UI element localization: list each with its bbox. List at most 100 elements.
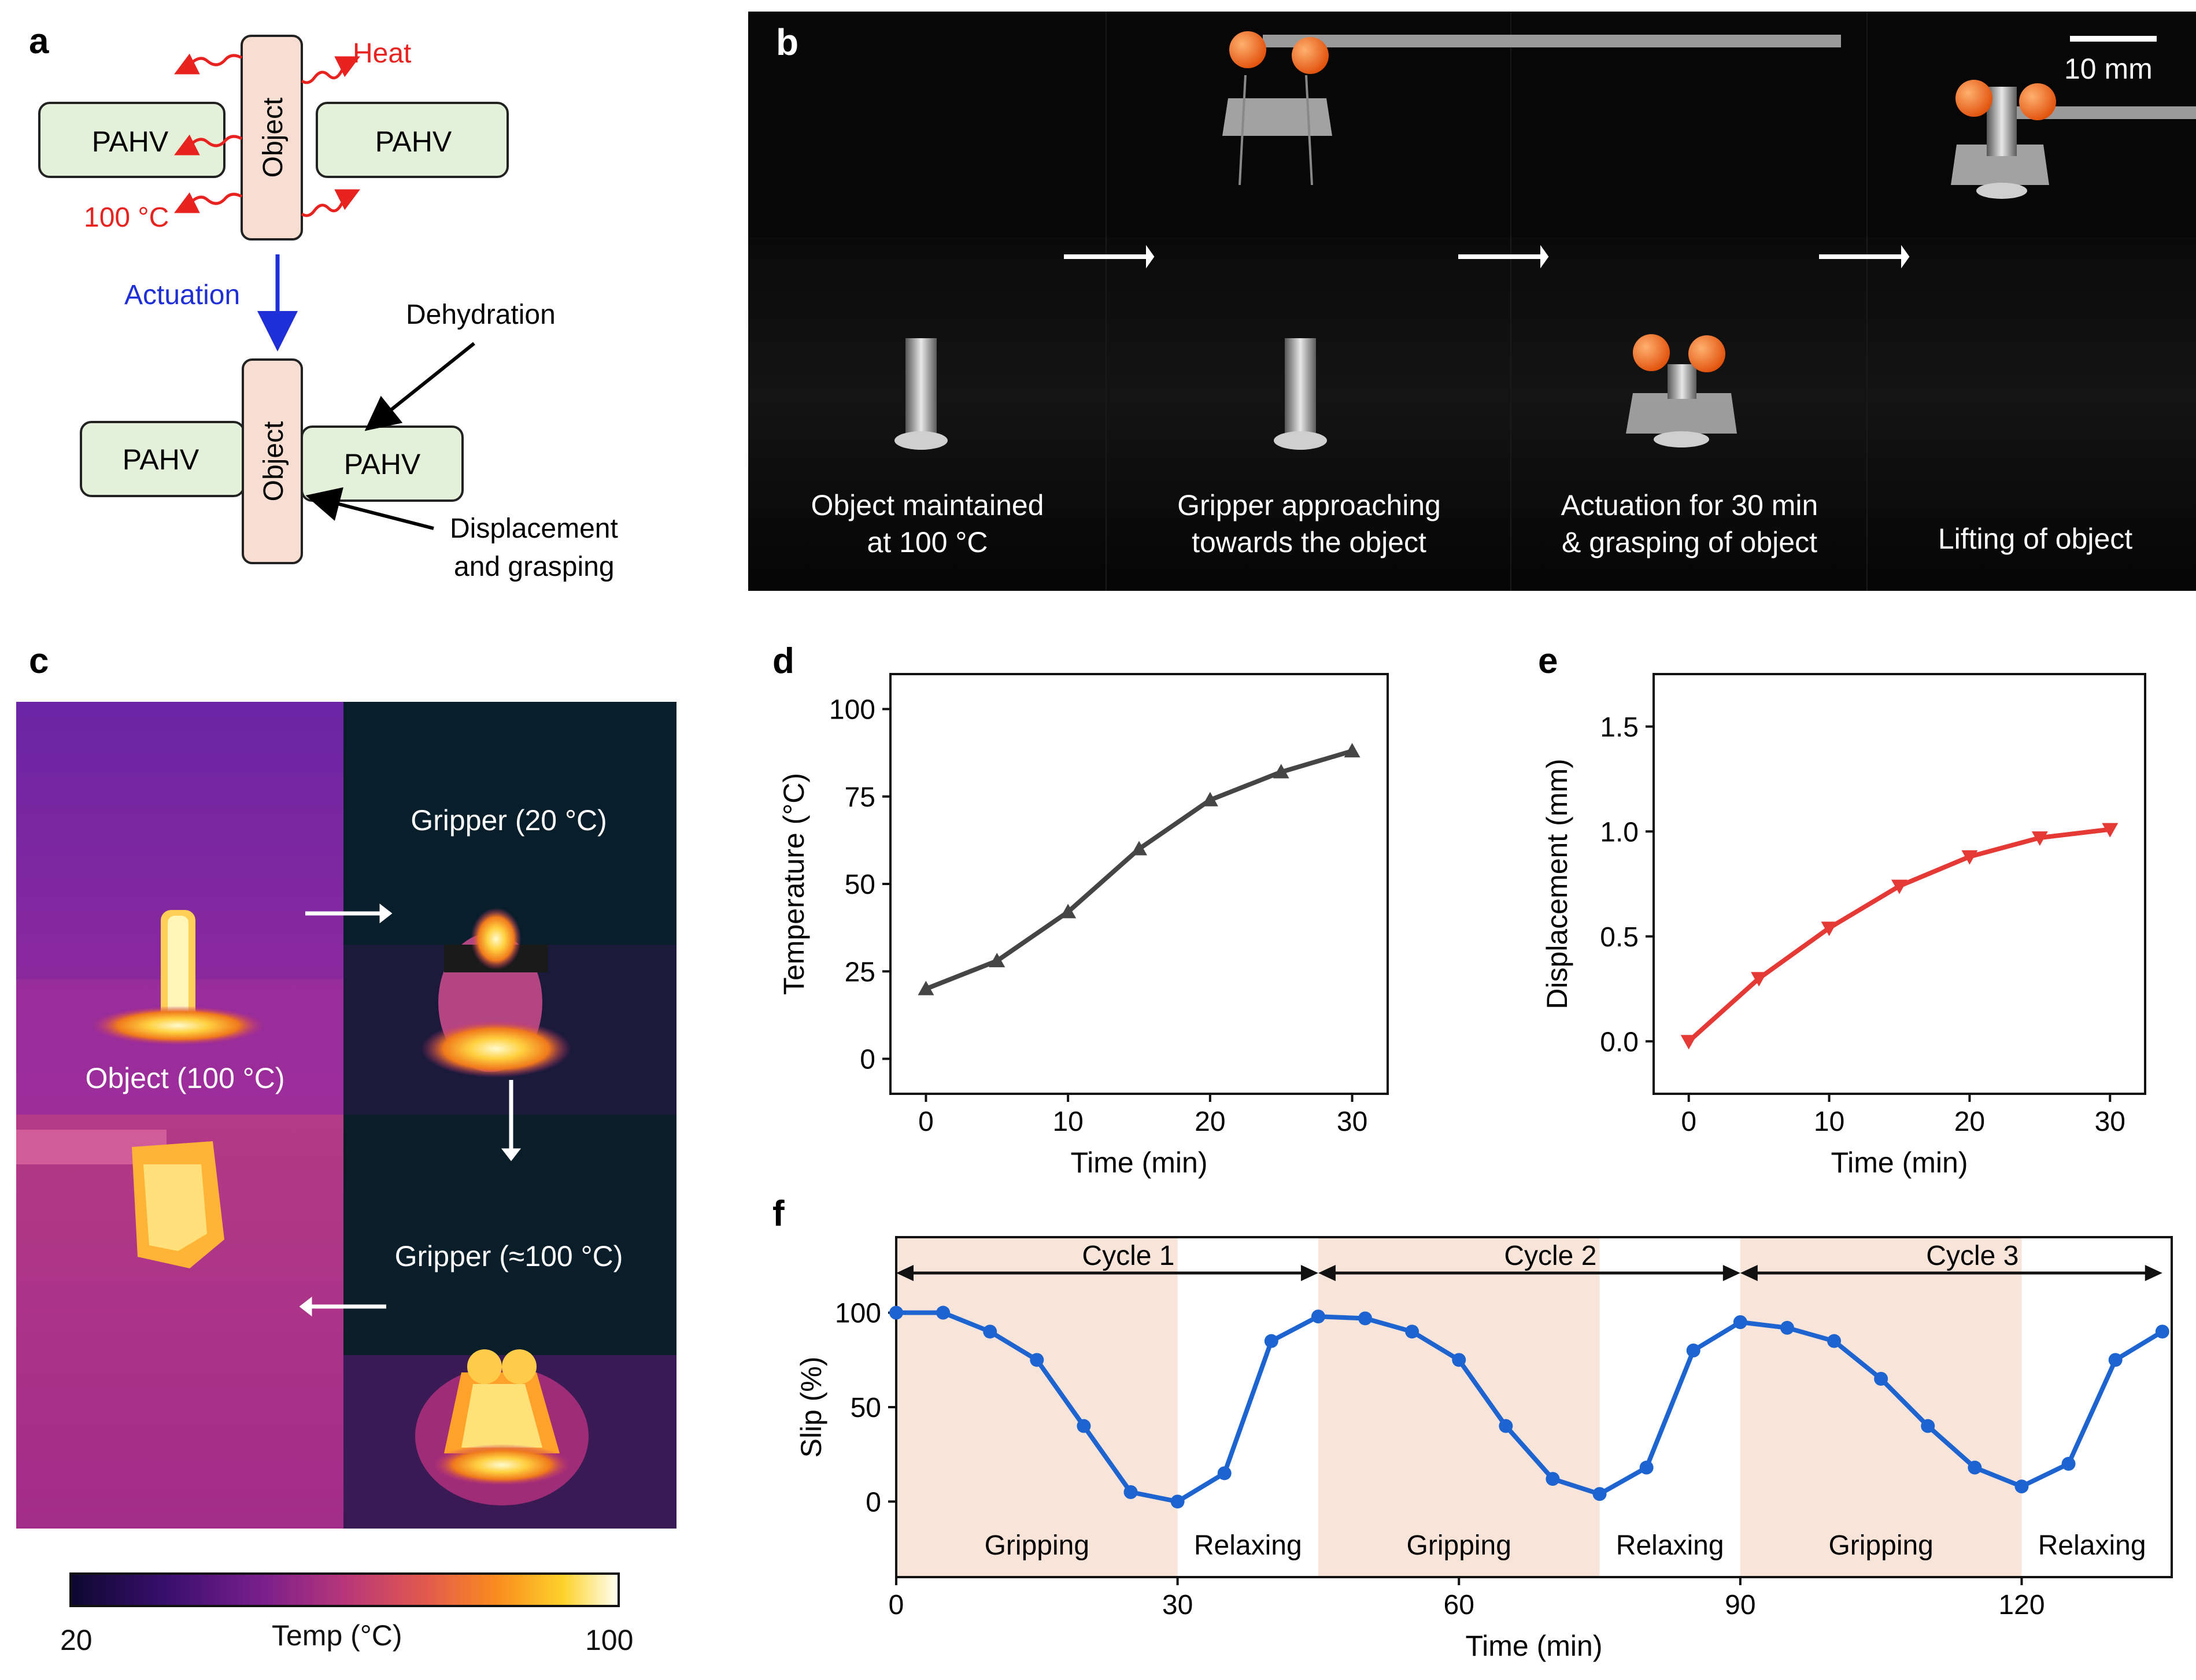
y-axis-label: Temperature (°C): [778, 773, 810, 995]
dehydration-arrow: [364, 342, 475, 431]
caption-photo4-line1: Lifting of object: [1938, 523, 2133, 555]
data-point: [936, 1305, 951, 1320]
data-point: [2031, 831, 2048, 846]
temp-label: 100 °C: [84, 202, 169, 233]
data-point: [1217, 1466, 1232, 1481]
data-point: [918, 980, 934, 996]
data-point: [1891, 879, 1907, 894]
data-point: [1921, 1419, 1935, 1433]
data-point: [983, 1324, 997, 1339]
y-tick-label: 75: [845, 782, 875, 813]
x-tick-label: 30: [1337, 1107, 1367, 1137]
x-tick-label: 30: [2095, 1107, 2125, 1137]
caption-photo3-line1: Actuation for 30 min: [1561, 489, 1818, 521]
cycle-arrow-head: [1722, 1265, 1740, 1281]
bottom-pahv-right-label: PAHV: [344, 448, 421, 480]
caption-photo4: Lifting of object: [1879, 520, 2191, 557]
data-point: [1264, 1334, 1278, 1348]
photo3-grasping: [1626, 334, 1737, 447]
series-line-0: [1687, 827, 2110, 1043]
data-point: [1751, 972, 1768, 987]
data-point: [1452, 1353, 1466, 1367]
x-tick-label: 0: [1681, 1107, 1696, 1137]
x-axis-label: Time (min): [1831, 1146, 1968, 1179]
photo1-screw: [894, 338, 948, 450]
y-tick-label: 1.5: [1600, 712, 1639, 743]
colorbar: [69, 1572, 620, 1607]
caption-photo3: Actuation for 30 min & grasping of objec…: [1516, 487, 1863, 561]
y-tick-label: 100: [829, 695, 875, 726]
colorbar-max: 100: [585, 1624, 634, 1656]
data-point: [1131, 841, 1147, 856]
chart-f: 0 30 60 90 120 0 50 100 Time (min) Slip (%) Cycle …: [795, 1236, 2173, 1662]
caption-photo1-line2: at 100 °C: [867, 526, 988, 558]
data-point: [1680, 1035, 1697, 1050]
chart-e: 0 10 20 30 0.0 0.5 1.0 1.5 Time (min) Displacemen…: [1541, 673, 2146, 1179]
scale-bar-line: [2070, 36, 2157, 42]
data-point: [1405, 1324, 1419, 1339]
data-point: [1827, 1334, 1842, 1348]
top-pahv-left-label: PAHV: [92, 125, 169, 158]
heat-arrows: [174, 53, 360, 217]
data-point: [1961, 850, 1978, 865]
plot-frame: [889, 673, 1389, 1095]
chart-d: 0 10 20 30 0 25 50 75 100 Time (min) Temperature (…: [778, 673, 1389, 1179]
caption-photo2: Gripper approaching towards the object: [1130, 487, 1488, 561]
data-point: [1780, 1320, 1794, 1335]
data-point: [1592, 1487, 1607, 1501]
x-tick-label: 60: [1444, 1590, 1474, 1620]
phase-label: Gripping: [1407, 1530, 1511, 1561]
y-tick-label: 1.0: [1600, 817, 1639, 848]
data-point: [1968, 1460, 1982, 1475]
data-point: [1499, 1419, 1513, 1433]
y-tick-label: 25: [845, 957, 875, 987]
y-tick-label: 100: [835, 1298, 881, 1329]
panel-b-arrows: [1064, 245, 1910, 269]
data-point: [1273, 764, 1289, 779]
thermal-label-gripper-hot: Gripper (≈100 °C): [394, 1240, 623, 1272]
x-axis-label: Time (min): [1070, 1146, 1207, 1179]
phase-shade-0: [896, 1237, 1178, 1577]
x-tick-label: 0: [889, 1590, 904, 1620]
data-point: [1358, 1311, 1373, 1326]
data-point: [1030, 1353, 1044, 1367]
cycle-label: Cycle 3: [1926, 1241, 2018, 1271]
caption-photo1: Object maintained at 100 °C: [771, 487, 1084, 561]
actuation-label: Actuation: [124, 280, 240, 310]
caption-photo2-line1: Gripper approaching: [1177, 489, 1441, 521]
panel-b-letter: b: [776, 21, 799, 63]
cycle-arrow-head: [896, 1265, 914, 1281]
x-tick-label: 90: [1725, 1590, 1755, 1620]
plot-frame: [1652, 673, 2146, 1095]
scale-bar-label: 10 mm: [2064, 53, 2153, 85]
panel-f-letter: f: [772, 1194, 785, 1234]
x-tick-label: 20: [1195, 1107, 1225, 1137]
colorbar-min: 20: [60, 1624, 93, 1656]
data-point: [1077, 1419, 1091, 1433]
panel-d-letter: d: [772, 641, 794, 681]
data-point: [1546, 1472, 1560, 1486]
data-point: [1170, 1494, 1185, 1509]
data-point: [989, 953, 1005, 968]
data-point: [1874, 1372, 1888, 1386]
x-tick-label: 0: [918, 1107, 934, 1137]
y-axis-label: Slip (%): [795, 1356, 827, 1457]
y-tick-label: 50: [845, 869, 875, 900]
photo2-gripper-and-screw: [1222, 31, 1841, 450]
phase-label: Relaxing: [1616, 1530, 1724, 1561]
data-point: [1639, 1460, 1654, 1475]
phase-label: Gripping: [985, 1530, 1089, 1561]
photo4-lifted: [1951, 80, 2196, 199]
x-tick-label: 10: [1052, 1107, 1083, 1137]
data-point: [1201, 791, 1218, 806]
panel-c-arrows: [299, 903, 522, 1317]
x-axis-label: Time (min): [1465, 1630, 1602, 1662]
data-point: [1123, 1485, 1138, 1499]
panel-c-thermal-images: [16, 702, 676, 1529]
top-object-label: Object: [258, 98, 289, 178]
data-point: [1733, 1315, 1747, 1329]
cycle-arrow-head: [1300, 1265, 1318, 1281]
panel-c-letter: c: [29, 641, 49, 681]
caption-photo1-line1: Object maintained: [811, 489, 1044, 521]
data-point: [1821, 922, 1838, 937]
